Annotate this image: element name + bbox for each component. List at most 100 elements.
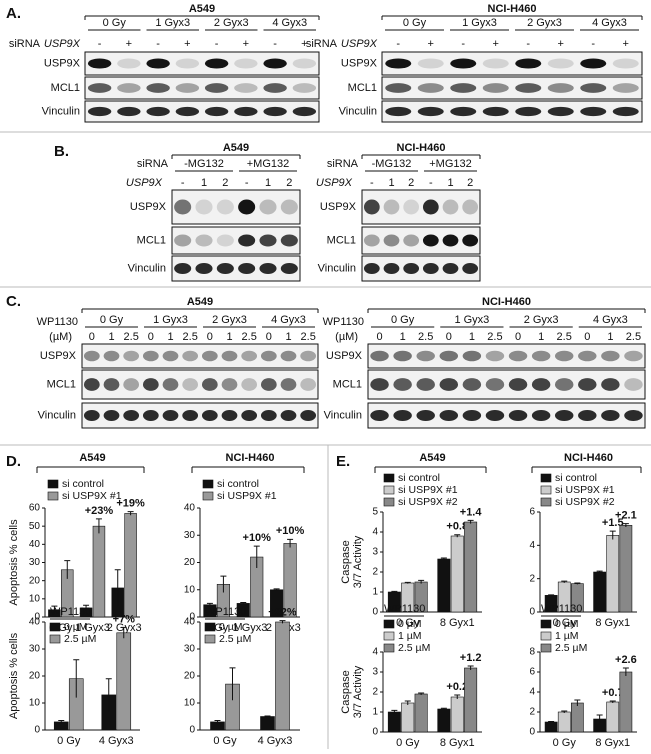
band xyxy=(234,106,258,117)
band xyxy=(201,410,218,421)
band xyxy=(300,350,317,362)
legend-swatch xyxy=(47,479,59,489)
legend-label: 2.5 µM xyxy=(64,633,96,645)
group-label: +MG132 xyxy=(429,158,472,170)
legend-swatch xyxy=(383,619,395,629)
error-bar xyxy=(287,538,294,548)
treatment-gene: USP9X xyxy=(316,177,353,189)
legend-swatch xyxy=(204,634,216,644)
lane-label: 2.5 xyxy=(487,331,502,343)
error-bar xyxy=(391,709,398,714)
error-bar xyxy=(574,699,581,706)
band xyxy=(508,410,528,421)
band xyxy=(416,350,435,362)
band xyxy=(123,410,140,421)
panel-label: B. xyxy=(54,143,69,160)
treatment-label: siRNA xyxy=(137,158,169,170)
band xyxy=(175,83,200,93)
annotation: +10% xyxy=(243,532,272,544)
y-axis-label: Apoptosis % cells xyxy=(8,519,20,606)
lane-label: - xyxy=(461,38,465,50)
x-tick-label: 0 Gy xyxy=(396,617,420,629)
lane-label: + xyxy=(623,38,629,50)
group-label: 1 Gyx3 xyxy=(454,314,489,326)
band xyxy=(403,263,420,274)
y-tick-label: 10 xyxy=(184,584,196,595)
band xyxy=(238,234,256,247)
error-bar xyxy=(418,579,425,584)
band xyxy=(123,378,140,391)
blot-strip xyxy=(84,76,320,100)
band xyxy=(103,378,120,391)
chart-title: A549 xyxy=(79,452,105,464)
band xyxy=(238,199,256,215)
band xyxy=(383,199,400,215)
band xyxy=(531,378,551,391)
annotation: +10% xyxy=(276,525,305,537)
y-tick-label: 20 xyxy=(29,575,41,586)
group-label: -MG132 xyxy=(372,158,412,170)
band xyxy=(117,83,141,93)
band xyxy=(87,106,112,117)
y-tick-label: 2 xyxy=(372,687,378,698)
lane-label: 1 xyxy=(388,177,394,189)
lane-label: - xyxy=(181,177,185,189)
legend-swatch xyxy=(540,631,552,641)
band xyxy=(175,106,200,117)
y-tick-label: 8 xyxy=(529,647,535,658)
band xyxy=(462,378,482,391)
y-tick-label: 50 xyxy=(29,521,41,532)
group-label: 0 Gy xyxy=(103,17,127,29)
legend-swatch xyxy=(383,497,395,507)
error-bar xyxy=(240,602,247,605)
legend-swatch xyxy=(202,479,214,489)
lane-label: 1 xyxy=(285,331,291,343)
band xyxy=(260,350,277,362)
band xyxy=(580,106,607,117)
group-label: 1 Gyx3 xyxy=(462,17,497,29)
error-bar xyxy=(609,700,616,703)
row-label: Vinculin xyxy=(128,262,166,274)
band xyxy=(146,58,170,69)
legend-label: si USP9X #2 xyxy=(555,496,615,508)
y-tick-label: 2 xyxy=(529,573,535,584)
x-tick-label: 0 Gy xyxy=(553,617,577,629)
band xyxy=(385,58,412,69)
y-tick-label: 0 xyxy=(189,612,195,623)
lane-label: + xyxy=(301,38,307,50)
y-axis-label: Caspase xyxy=(340,540,352,583)
band xyxy=(280,263,298,274)
chart-title: A549 xyxy=(419,452,445,464)
lane-label: 1 xyxy=(607,331,613,343)
blot-strip xyxy=(381,76,643,100)
error-bar xyxy=(105,678,112,712)
error-bar xyxy=(64,560,71,579)
band xyxy=(259,263,277,274)
band xyxy=(280,234,298,247)
x-tick-label: 0 Gy xyxy=(213,735,237,747)
error-bar xyxy=(596,570,603,573)
band xyxy=(417,58,444,69)
band xyxy=(142,350,159,362)
legend-title: WP1130 xyxy=(384,603,425,615)
legend-swatch xyxy=(540,619,552,629)
blot-title: NCI-H460 xyxy=(397,142,446,154)
y-tick-label: 30 xyxy=(184,644,196,655)
blot-title: NCI-H460 xyxy=(488,3,537,15)
band xyxy=(216,234,234,247)
group-label: 2 Gyx3 xyxy=(527,17,562,29)
band xyxy=(383,234,400,247)
y-tick-label: 3 xyxy=(372,667,378,678)
lane-label: 1 xyxy=(447,177,453,189)
lane-label: + xyxy=(493,38,499,50)
treatment-gene: USP9X xyxy=(341,38,378,50)
blot-strip xyxy=(171,226,301,255)
band xyxy=(385,106,412,117)
y-tick-label: 40 xyxy=(184,503,196,514)
bar xyxy=(92,525,106,618)
lane-label: 2.5 xyxy=(124,331,139,343)
legend-swatch xyxy=(540,485,552,495)
band xyxy=(221,378,238,391)
band xyxy=(195,234,213,247)
bar xyxy=(450,696,464,733)
